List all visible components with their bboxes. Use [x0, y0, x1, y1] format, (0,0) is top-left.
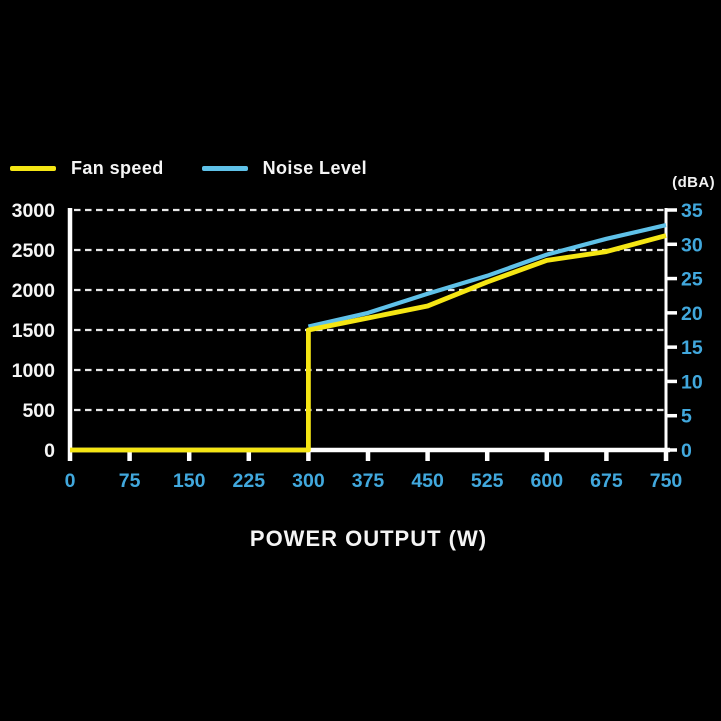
right-tick-label: 10	[681, 371, 703, 393]
left-tick-label: 1000	[12, 360, 56, 382]
x-tick-label: 375	[352, 470, 385, 492]
right-tick-label: 0	[681, 440, 692, 462]
x-tick-label: 675	[590, 470, 623, 492]
left-tick-label: 0	[44, 440, 55, 462]
noise-level-line	[307, 223, 667, 329]
left-tick-label: 2000	[12, 280, 56, 302]
right-axis-unit-label: (dBA)	[672, 174, 715, 191]
x-axis-title: POWER OUTPUT (W)	[249, 526, 488, 551]
fan-speed-legend-label: Fan speed	[71, 157, 164, 178]
right-tick-label: 15	[681, 337, 703, 359]
fan-speed-line	[70, 233, 667, 453]
x-tick-label: 0	[65, 470, 76, 492]
right-tick-label: 25	[681, 269, 703, 291]
right-tick-label: 35	[681, 200, 703, 222]
x-tick-label: 450	[411, 470, 444, 492]
x-tick-label: 225	[233, 470, 266, 492]
right-tick-label: 5	[681, 406, 692, 428]
right-tick-label: 30	[681, 234, 703, 256]
legend-item-noise-level: Noise Level	[201, 157, 368, 179]
legend: Fan speed Noise Level	[10, 156, 367, 180]
left-tick-label: 3000	[12, 200, 56, 222]
right-tick-label: 20	[681, 303, 703, 325]
noise-level-legend-label: Noise Level	[262, 157, 368, 178]
left-tick-label: 2500	[12, 240, 56, 262]
legend-item-fan-speed: Fan speed	[10, 158, 164, 179]
noise-level-line-swatch	[201, 165, 248, 171]
x-tick-label: 75	[119, 470, 141, 492]
x-tick-label: 525	[471, 470, 504, 492]
left-tick-label: 1500	[12, 320, 56, 342]
x-tick-label: 600	[531, 470, 564, 492]
left-tick-label: 500	[22, 400, 55, 422]
x-tick-label: 300	[292, 470, 325, 492]
x-tick-label: 750	[650, 470, 683, 492]
fan-speed-line-swatch	[10, 165, 56, 171]
x-tick-label: 150	[173, 470, 206, 492]
